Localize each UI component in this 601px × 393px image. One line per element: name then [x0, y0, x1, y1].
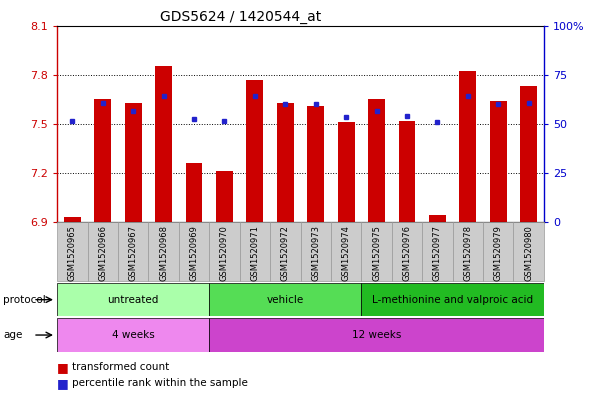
Text: GSM1520966: GSM1520966: [98, 225, 107, 281]
Text: GSM1520973: GSM1520973: [311, 225, 320, 281]
Bar: [57, 283, 209, 316]
Text: GSM1520975: GSM1520975: [372, 225, 381, 281]
Text: ■: ■: [57, 361, 69, 374]
Bar: [361, 283, 544, 316]
Bar: [209, 222, 240, 281]
Bar: [57, 222, 88, 281]
Bar: [125, 103, 141, 222]
Bar: [148, 222, 179, 281]
Text: GSM1520974: GSM1520974: [341, 225, 350, 281]
Bar: [453, 222, 483, 281]
Text: GSM1520971: GSM1520971: [251, 225, 260, 281]
Bar: [483, 222, 513, 281]
Bar: [368, 99, 385, 222]
Text: ■: ■: [57, 376, 69, 390]
Text: GSM1520969: GSM1520969: [189, 225, 198, 281]
Text: GDS5624 / 1420544_at: GDS5624 / 1420544_at: [160, 10, 321, 24]
Text: protocol: protocol: [3, 295, 46, 305]
Text: vehicle: vehicle: [267, 295, 304, 305]
Bar: [94, 99, 111, 222]
Text: GSM1520968: GSM1520968: [159, 225, 168, 281]
Text: transformed count: transformed count: [72, 362, 169, 373]
Bar: [270, 222, 300, 281]
Text: age: age: [3, 330, 22, 340]
Text: GSM1520967: GSM1520967: [129, 225, 138, 281]
Bar: [246, 79, 263, 222]
Bar: [186, 163, 203, 222]
Bar: [513, 222, 544, 281]
Bar: [398, 121, 415, 222]
Bar: [209, 318, 544, 352]
Bar: [361, 222, 392, 281]
Bar: [307, 106, 324, 222]
Bar: [88, 222, 118, 281]
Text: GSM1520976: GSM1520976: [403, 225, 412, 281]
Bar: [338, 122, 355, 222]
Text: 4 weeks: 4 weeks: [112, 330, 154, 340]
Bar: [520, 86, 537, 222]
Text: GSM1520978: GSM1520978: [463, 225, 472, 281]
Text: L-methionine and valproic acid: L-methionine and valproic acid: [372, 295, 533, 305]
Bar: [422, 222, 453, 281]
Text: 12 weeks: 12 weeks: [352, 330, 401, 340]
Text: percentile rank within the sample: percentile rank within the sample: [72, 378, 248, 388]
Text: GSM1520979: GSM1520979: [494, 225, 503, 281]
Text: GSM1520970: GSM1520970: [220, 225, 229, 281]
Bar: [209, 283, 361, 316]
Bar: [216, 171, 233, 222]
Text: GSM1520977: GSM1520977: [433, 225, 442, 281]
Bar: [57, 318, 209, 352]
Text: untreated: untreated: [108, 295, 159, 305]
Text: GSM1520965: GSM1520965: [68, 225, 77, 281]
Bar: [300, 222, 331, 281]
Text: GSM1520972: GSM1520972: [281, 225, 290, 281]
Bar: [64, 217, 81, 222]
Bar: [155, 66, 172, 222]
Bar: [392, 222, 422, 281]
Bar: [490, 101, 507, 222]
Bar: [179, 222, 209, 281]
Bar: [118, 222, 148, 281]
Bar: [240, 222, 270, 281]
Bar: [277, 103, 294, 222]
Text: GSM1520980: GSM1520980: [524, 225, 533, 281]
Bar: [331, 222, 361, 281]
Bar: [429, 215, 446, 222]
Bar: [460, 72, 476, 222]
